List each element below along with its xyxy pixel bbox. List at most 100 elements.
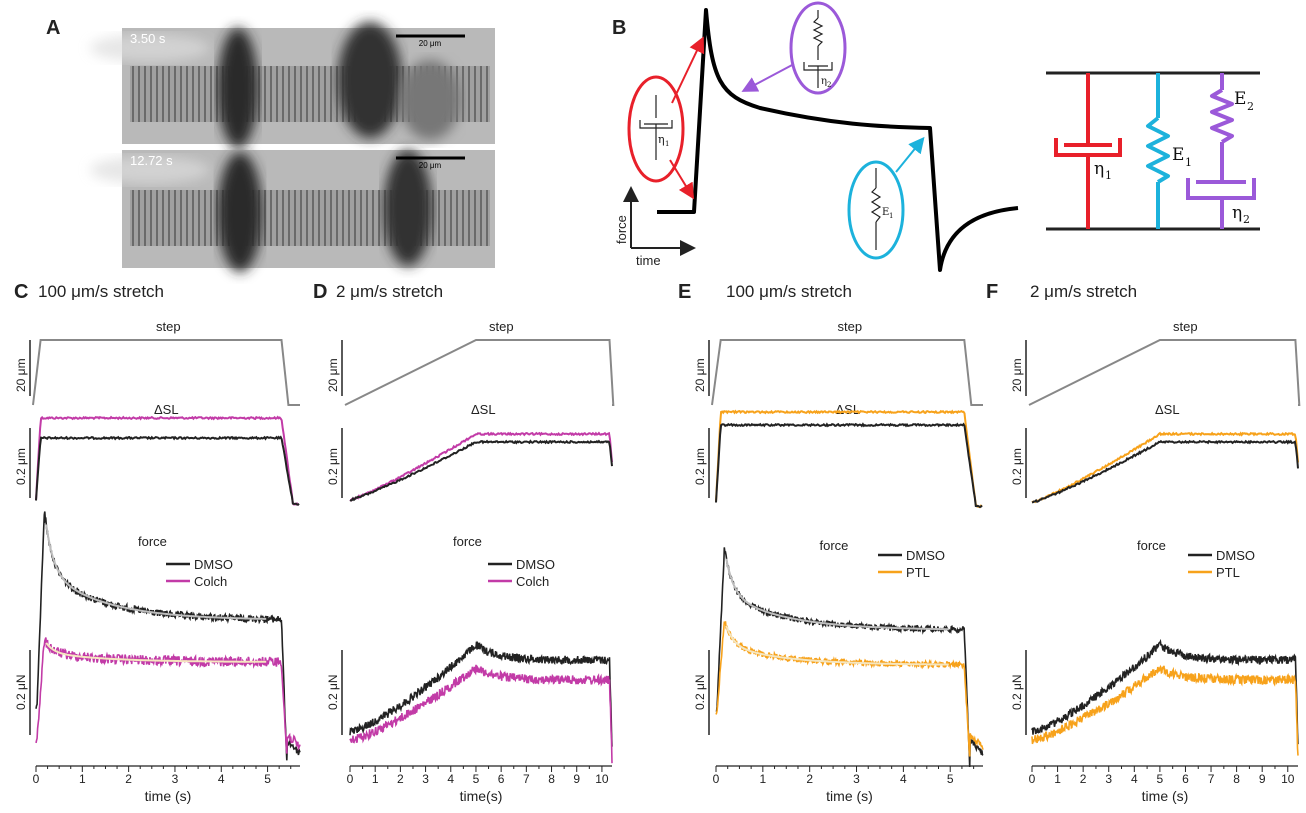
dsl-trace-ptl bbox=[715, 409, 983, 509]
x-tick-label: 0 bbox=[1029, 772, 1036, 786]
x-tick-label: 7 bbox=[1208, 772, 1215, 786]
x-tick-label: 8 bbox=[548, 772, 555, 786]
e2-eta2-inset: η 2 bbox=[741, 1, 847, 95]
micrograph-frame-1: 3.50 s 20 μm bbox=[90, 22, 495, 148]
x-tick-label: 2 bbox=[1080, 772, 1087, 786]
eta1-inset-sub: 1 bbox=[665, 140, 669, 148]
force-trace-dmso bbox=[349, 640, 613, 747]
dsl-scalebar-label: 0.2 μm bbox=[326, 448, 340, 485]
eta1-dashpot: η 1 bbox=[1054, 73, 1122, 229]
step-trace bbox=[711, 339, 983, 406]
eta2-symbol: η bbox=[1232, 203, 1242, 223]
x-tick-label: 9 bbox=[1259, 772, 1266, 786]
x-tick-label: 4 bbox=[900, 772, 907, 786]
panel-label-c: C bbox=[14, 281, 28, 303]
panel-c: C 100 μm/s stretch step 20 μm ΔSL 0.2 μm force… bbox=[14, 281, 301, 804]
force-scalebar-label: 0.2 μN bbox=[326, 674, 340, 710]
step-trace-label: step bbox=[489, 319, 514, 334]
e1-spring: E 1 bbox=[1146, 73, 1192, 229]
dsl-trace-dmso bbox=[349, 439, 613, 502]
frame-2-time: 12.72 s bbox=[130, 153, 173, 168]
frame-2-scalebar-label: 20 μm bbox=[419, 161, 442, 170]
x-tick-label: 0 bbox=[347, 772, 354, 786]
dsl-scalebar-label: 0.2 μm bbox=[14, 448, 28, 485]
viscoelastic-circuit-diagram: η 1 E 1 E 2 η 2 bbox=[1046, 71, 1260, 231]
step-trace-label: step bbox=[838, 319, 863, 334]
legend-label-dmso: DMSO bbox=[1216, 548, 1255, 563]
x-tick-label: 0 bbox=[33, 772, 40, 786]
e1-sub: 1 bbox=[1185, 156, 1192, 169]
panel-label-f: F bbox=[986, 281, 998, 303]
x-tick-label: 8 bbox=[1233, 772, 1240, 786]
step-trace bbox=[344, 339, 615, 406]
e1-spring-inset: E 1 bbox=[847, 136, 925, 260]
eta1-symbol: η bbox=[1094, 159, 1104, 179]
e1-inset-symbol: E bbox=[882, 207, 889, 218]
dsl-trace-label: ΔSL bbox=[836, 402, 861, 417]
x-tick-label: 2 bbox=[125, 772, 132, 786]
panel-f: F 2 μm/s stretch step 20 μm ΔSL 0.2 μm force 0.… bbox=[986, 281, 1301, 804]
panel-label-e: E bbox=[678, 281, 691, 303]
force-fit-dmso bbox=[725, 558, 949, 631]
force-trace-dmso bbox=[1031, 638, 1299, 745]
panel-label-a: A bbox=[46, 17, 60, 39]
x-tick-label: 9 bbox=[573, 772, 580, 786]
e2-symbol: E bbox=[1234, 89, 1246, 109]
force-trace-label: force bbox=[453, 534, 482, 549]
step-trace bbox=[1028, 339, 1301, 406]
axis-time-label: time bbox=[636, 253, 661, 268]
x-tick-label: 10 bbox=[595, 772, 609, 786]
x-tick-label: 5 bbox=[1157, 772, 1164, 786]
x-tick-label: 0 bbox=[713, 772, 720, 786]
dsl-scalebar-label: 0.2 μm bbox=[1010, 448, 1024, 485]
step-scalebar-label: 20 μm bbox=[1010, 358, 1024, 392]
force-fit-dmso bbox=[45, 524, 267, 620]
legend-label-dmso: DMSO bbox=[194, 557, 233, 572]
eta2-inset-symbol: η bbox=[821, 76, 827, 87]
x-tick-label: 5 bbox=[947, 772, 954, 786]
eta2-inset-sub: 2 bbox=[827, 81, 831, 89]
x-tick-label: 3 bbox=[172, 772, 179, 786]
force-fit-colch bbox=[45, 642, 267, 663]
legend-label-ptl: PTL bbox=[1216, 565, 1240, 580]
panel-title: 100 μm/s stretch bbox=[726, 282, 852, 301]
x-axis-title: time (s) bbox=[145, 788, 192, 804]
x-axis-title: time (s) bbox=[1142, 788, 1189, 804]
panel-label-b: B bbox=[612, 17, 626, 39]
eta1-dashpot-inset: η 1 bbox=[627, 36, 705, 200]
legend-label-colch: Colch bbox=[194, 574, 227, 589]
eta2-sub: 2 bbox=[1243, 213, 1250, 226]
x-tick-label: 2 bbox=[397, 772, 404, 786]
eta1-inset-symbol: η bbox=[658, 133, 665, 146]
x-tick-label: 2 bbox=[806, 772, 813, 786]
dsl-trace-label: ΔSL bbox=[1155, 402, 1180, 417]
force-scalebar-label: 0.2 μN bbox=[1010, 674, 1024, 710]
step-trace-label: step bbox=[1173, 319, 1198, 334]
x-tick-label: 10 bbox=[1281, 772, 1295, 786]
force-trace-dmso bbox=[715, 547, 984, 768]
dsl-scalebar-label: 0.2 μm bbox=[693, 448, 707, 485]
step-trace-label: step bbox=[156, 319, 181, 334]
step-scalebar-label: 20 μm bbox=[14, 358, 28, 392]
dsl-trace-ptl bbox=[1031, 431, 1299, 504]
x-axis-title: time (s) bbox=[826, 788, 873, 804]
panel-title: 2 μm/s stretch bbox=[1030, 282, 1137, 301]
x-tick-label: 1 bbox=[79, 772, 86, 786]
legend-label-dmso: DMSO bbox=[516, 557, 555, 572]
x-tick-label: 4 bbox=[447, 772, 454, 786]
legend-label-ptl: PTL bbox=[906, 565, 930, 580]
e1-inset-sub: 1 bbox=[889, 212, 893, 220]
frame-1-time: 3.50 s bbox=[130, 31, 166, 46]
force-scalebar-label: 0.2 μN bbox=[14, 674, 28, 710]
x-tick-label: 5 bbox=[473, 772, 480, 786]
force-scalebar-label: 0.2 μN bbox=[693, 674, 707, 710]
x-tick-label: 7 bbox=[523, 772, 530, 786]
dsl-trace-dmso bbox=[35, 435, 300, 506]
x-tick-label: 1 bbox=[759, 772, 766, 786]
legend-label-dmso: DMSO bbox=[906, 548, 945, 563]
x-tick-label: 1 bbox=[372, 772, 379, 786]
force-time-axes: force time bbox=[614, 186, 696, 268]
dsl-trace-dmso bbox=[1031, 439, 1299, 504]
x-tick-label: 3 bbox=[1105, 772, 1112, 786]
x-tick-label: 4 bbox=[1131, 772, 1138, 786]
